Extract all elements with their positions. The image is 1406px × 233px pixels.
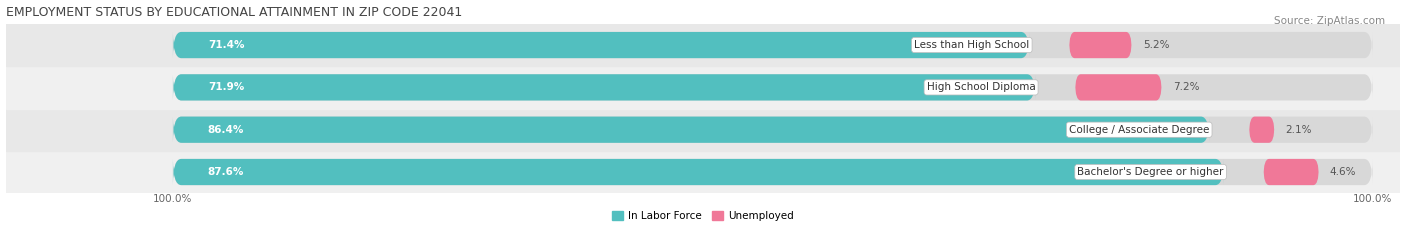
Bar	[6, 24, 1400, 66]
Bar	[6, 151, 1400, 193]
Text: High School Diploma: High School Diploma	[927, 82, 1035, 92]
FancyBboxPatch shape	[173, 116, 1372, 143]
Text: 4.6%: 4.6%	[1330, 167, 1357, 177]
FancyBboxPatch shape	[1069, 32, 1132, 58]
Text: 71.4%: 71.4%	[208, 40, 245, 50]
FancyBboxPatch shape	[173, 74, 1035, 100]
FancyBboxPatch shape	[1249, 116, 1274, 143]
Text: 5.2%: 5.2%	[1143, 40, 1170, 50]
Bar	[6, 66, 1400, 109]
Text: 100.0%: 100.0%	[153, 194, 193, 204]
Legend: In Labor Force, Unemployed: In Labor Force, Unemployed	[609, 207, 797, 225]
FancyBboxPatch shape	[173, 159, 1372, 185]
FancyBboxPatch shape	[173, 74, 1372, 100]
FancyBboxPatch shape	[173, 159, 1223, 185]
Text: 2.1%: 2.1%	[1285, 125, 1312, 135]
Text: 87.6%: 87.6%	[208, 167, 245, 177]
FancyBboxPatch shape	[1076, 74, 1161, 100]
Text: College / Associate Degree: College / Associate Degree	[1069, 125, 1209, 135]
Text: EMPLOYMENT STATUS BY EDUCATIONAL ATTAINMENT IN ZIP CODE 22041: EMPLOYMENT STATUS BY EDUCATIONAL ATTAINM…	[6, 6, 461, 19]
Text: Source: ZipAtlas.com: Source: ZipAtlas.com	[1274, 16, 1385, 26]
Text: Bachelor's Degree or higher: Bachelor's Degree or higher	[1077, 167, 1223, 177]
FancyBboxPatch shape	[1264, 159, 1319, 185]
Text: 7.2%: 7.2%	[1173, 82, 1199, 92]
Text: 86.4%: 86.4%	[208, 125, 245, 135]
Bar	[6, 109, 1400, 151]
Text: 71.9%: 71.9%	[208, 82, 245, 92]
Text: 100.0%: 100.0%	[1353, 194, 1392, 204]
FancyBboxPatch shape	[173, 32, 1029, 58]
FancyBboxPatch shape	[173, 32, 1372, 58]
Text: Less than High School: Less than High School	[914, 40, 1029, 50]
FancyBboxPatch shape	[173, 116, 1209, 143]
